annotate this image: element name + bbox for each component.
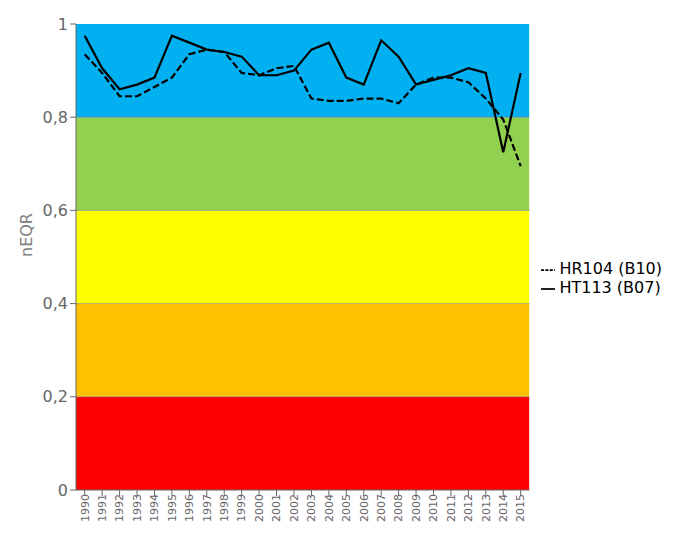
svg-text:1992: 1992 — [113, 494, 126, 522]
svg-text:1: 1 — [58, 15, 68, 34]
svg-text:1990: 1990 — [79, 494, 92, 522]
html-text:HT113 (B07): HT113 (B07) — [559, 278, 661, 297]
svg-text:1995: 1995 — [166, 494, 179, 522]
svg-text:1996: 1996 — [183, 494, 196, 522]
svg-text:0,2: 0,2 — [43, 387, 68, 406]
svg-text:2001: 2001 — [270, 494, 283, 522]
svg-text:2009: 2009 — [410, 494, 423, 522]
svg-text:2012: 2012 — [462, 494, 475, 522]
svg-text:1994: 1994 — [148, 494, 161, 522]
svg-text:2002: 2002 — [288, 494, 301, 522]
svg-text:0: 0 — [58, 481, 68, 500]
svg-text:1999: 1999 — [235, 494, 248, 522]
svg-text:1991: 1991 — [96, 494, 109, 522]
svg-text:2005: 2005 — [340, 494, 353, 522]
svg-text:0,8: 0,8 — [43, 108, 68, 127]
svg-text:2000: 2000 — [253, 494, 266, 522]
svg-text:2004: 2004 — [323, 494, 336, 522]
svg-text:nEQR: nEQR — [17, 213, 36, 257]
svg-text:2006: 2006 — [358, 494, 371, 522]
svg-text:2010: 2010 — [427, 494, 440, 522]
svg-text:2015: 2015 — [514, 494, 527, 522]
svg-text:2013: 2013 — [480, 494, 493, 522]
html-text:HR104 (B10): HR104 (B10) — [559, 259, 662, 278]
svg-text:2014: 2014 — [497, 494, 510, 522]
svg-text:2011: 2011 — [445, 494, 458, 522]
svg-text:1998: 1998 — [218, 494, 231, 522]
svg-text:1997: 1997 — [201, 494, 214, 522]
svg-text:0,4: 0,4 — [43, 294, 68, 313]
svg-text:2008: 2008 — [392, 494, 405, 522]
svg-text:0,6: 0,6 — [43, 201, 68, 220]
svg-text:1993: 1993 — [131, 494, 144, 522]
svg-text:2007: 2007 — [375, 494, 388, 522]
svg-text:2003: 2003 — [305, 494, 318, 522]
